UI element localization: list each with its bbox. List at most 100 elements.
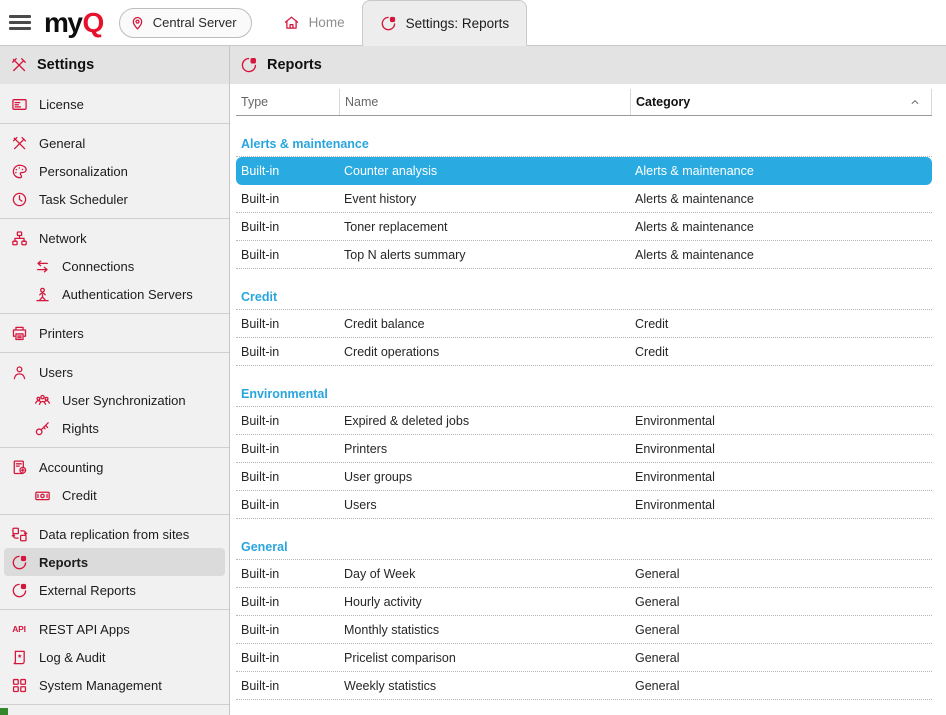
cell-name: Day of Week	[344, 566, 416, 581]
sidebar-item-user-synchronization[interactable]: User Synchronization	[4, 386, 225, 414]
sidebar-item-general[interactable]: General	[4, 129, 225, 157]
sidebar-item-label: Users	[39, 364, 73, 380]
cell-name: Expired & deleted jobs	[344, 413, 470, 428]
sidebar-item-label: Rights	[62, 420, 99, 436]
sidebar-item-users[interactable]: Users	[4, 358, 225, 386]
table-row-user-groups[interactable]: Built-in User groups Environmental	[236, 463, 932, 491]
sidebar-item-label: Credit	[62, 487, 97, 503]
cell-type: Built-in	[241, 497, 280, 512]
sidebar-item-accounting[interactable]: Accounting	[4, 453, 225, 481]
cell-type: Built-in	[241, 441, 280, 456]
table-row-hourly-activity[interactable]: Built-in Hourly activity General	[236, 588, 932, 616]
cell-type: Built-in	[241, 413, 280, 428]
report-group-header: General	[236, 535, 932, 560]
table-row-printers[interactable]: Built-in Printers Environmental	[236, 435, 932, 463]
cell-type: Built-in	[241, 650, 280, 665]
report-group-header: Environmental	[236, 382, 932, 407]
clock-icon	[10, 190, 28, 208]
sidebar-item-label: General	[39, 135, 86, 151]
topbar: myQ Central Server Home Settings: Reports	[0, 0, 946, 46]
cell-name: Hourly activity	[344, 594, 422, 609]
server-label: Central Server	[152, 15, 237, 30]
sidebar-item-credit[interactable]: Credit	[4, 481, 225, 509]
cell-name: Printers	[344, 441, 388, 456]
cell-category: Alerts & maintenance	[635, 163, 754, 178]
report-group-general: General Built-in Day of Week General Built-i…	[236, 535, 932, 700]
main-header: Reports	[230, 46, 946, 84]
sidebar-item-rights[interactable]: Rights	[4, 414, 225, 442]
column-header-type[interactable]: Type	[241, 95, 269, 109]
sidebar-item-label: Data replication from sites	[39, 526, 190, 542]
log-scroll-icon	[10, 648, 28, 666]
license-icon	[10, 95, 28, 113]
tab-bar: Home Settings: Reports	[266, 0, 528, 46]
palette-icon	[10, 162, 28, 180]
cell-name: User groups	[344, 469, 413, 484]
sidebar-divider	[0, 218, 229, 219]
location-pin-icon	[129, 14, 147, 32]
sidebar-item-data-replication-from-sites[interactable]: Data replication from sites	[4, 520, 225, 548]
cell-type: Built-in	[241, 247, 280, 262]
sidebar-item-network[interactable]: Network	[4, 224, 225, 252]
sidebar-item-rest-api-apps[interactable]: API REST API Apps	[4, 615, 225, 643]
cell-name: Monthly statistics	[344, 622, 440, 637]
table-row-event-history[interactable]: Built-in Event history Alerts & maintenanc…	[236, 185, 932, 213]
cell-name: Credit balance	[344, 316, 425, 331]
sidebar-item-task-scheduler[interactable]: Task Scheduler	[4, 185, 225, 213]
myq-logo[interactable]: myQ	[44, 8, 104, 37]
table-row-top-n-alerts-summary[interactable]: Built-in Top N alerts summary Alerts & mai…	[236, 241, 932, 269]
cell-type: Built-in	[241, 678, 280, 693]
sidebar-item-authentication-servers[interactable]: Authentication Servers	[4, 280, 225, 308]
sidebar-item-label: External Reports	[39, 582, 136, 598]
sidebar-item-personalization[interactable]: Personalization	[4, 157, 225, 185]
sidebar-item-license[interactable]: License	[4, 90, 225, 118]
sidebar-divider	[0, 313, 229, 314]
cell-category: Credit	[635, 344, 669, 359]
reports-pie-icon	[10, 581, 28, 599]
tab-settings-reports[interactable]: Settings: Reports	[361, 0, 528, 46]
sidebar-item-label: Accounting	[39, 459, 104, 475]
cell-category: Environmental	[635, 469, 715, 484]
user-icon	[10, 363, 28, 381]
table-row-credit-balance[interactable]: Built-in Credit balance Credit	[236, 310, 932, 338]
column-header-name[interactable]: Name	[339, 89, 630, 115]
table-row-pricelist-comparison[interactable]: Built-in Pricelist comparison General	[236, 644, 932, 672]
table-row-toner-replacement[interactable]: Built-in Toner replacement Alerts & mainte…	[236, 213, 932, 241]
cell-category: Environmental	[635, 413, 715, 428]
column-header-category[interactable]: Category	[630, 89, 932, 115]
tab-home[interactable]: Home	[266, 0, 362, 45]
cell-category: Alerts & maintenance	[635, 191, 754, 206]
cell-type: Built-in	[241, 566, 280, 581]
report-group-header: Alerts & maintenance	[236, 132, 932, 157]
sidebar-item-printers[interactable]: Printers	[4, 319, 225, 347]
sidebar-item-label: REST API Apps	[39, 621, 130, 637]
server-selector[interactable]: Central Server	[118, 7, 252, 38]
sidebar-item-connections[interactable]: Connections	[4, 252, 225, 280]
grid-icon	[10, 676, 28, 694]
sidebar-item-label: License	[39, 96, 84, 112]
user-group-icon	[33, 391, 51, 409]
sidebar-item-reports[interactable]: Reports	[4, 548, 225, 576]
cell-category: General	[635, 594, 680, 609]
sidebar-item-external-reports[interactable]: External Reports	[4, 576, 225, 604]
auth-person-icon	[33, 285, 51, 303]
table-row-weekly-statistics[interactable]: Built-in Weekly statistics General	[236, 672, 932, 700]
table-row-day-of-week[interactable]: Built-in Day of Week General	[236, 560, 932, 588]
table-row-credit-operations[interactable]: Built-in Credit operations Credit	[236, 338, 932, 366]
table-row-counter-analysis[interactable]: Built-in Counter analysis Alerts & mainten…	[236, 157, 932, 185]
cell-type: Built-in	[241, 469, 280, 484]
chevron-up-icon	[906, 93, 924, 111]
sidebar-item-log-audit[interactable]: Log & Audit	[4, 643, 225, 671]
cell-type: Built-in	[241, 344, 280, 359]
menu-icon[interactable]	[9, 9, 33, 35]
sidebar-item-label: Printers	[39, 325, 84, 341]
cell-type: Built-in	[241, 594, 280, 609]
table-row-monthly-statistics[interactable]: Built-in Monthly statistics General	[236, 616, 932, 644]
reports-table: Alerts & maintenance Built-in Counter anal…	[236, 116, 932, 700]
table-row-users[interactable]: Built-in Users Environmental	[236, 491, 932, 519]
sidebar-item-system-management[interactable]: System Management	[4, 671, 225, 699]
reports-pie-icon	[240, 56, 258, 74]
cell-type: Built-in	[241, 219, 280, 234]
cell-name: Top N alerts summary	[344, 247, 466, 262]
table-row-expired-deleted-jobs[interactable]: Built-in Expired & deleted jobs Environmen…	[236, 407, 932, 435]
